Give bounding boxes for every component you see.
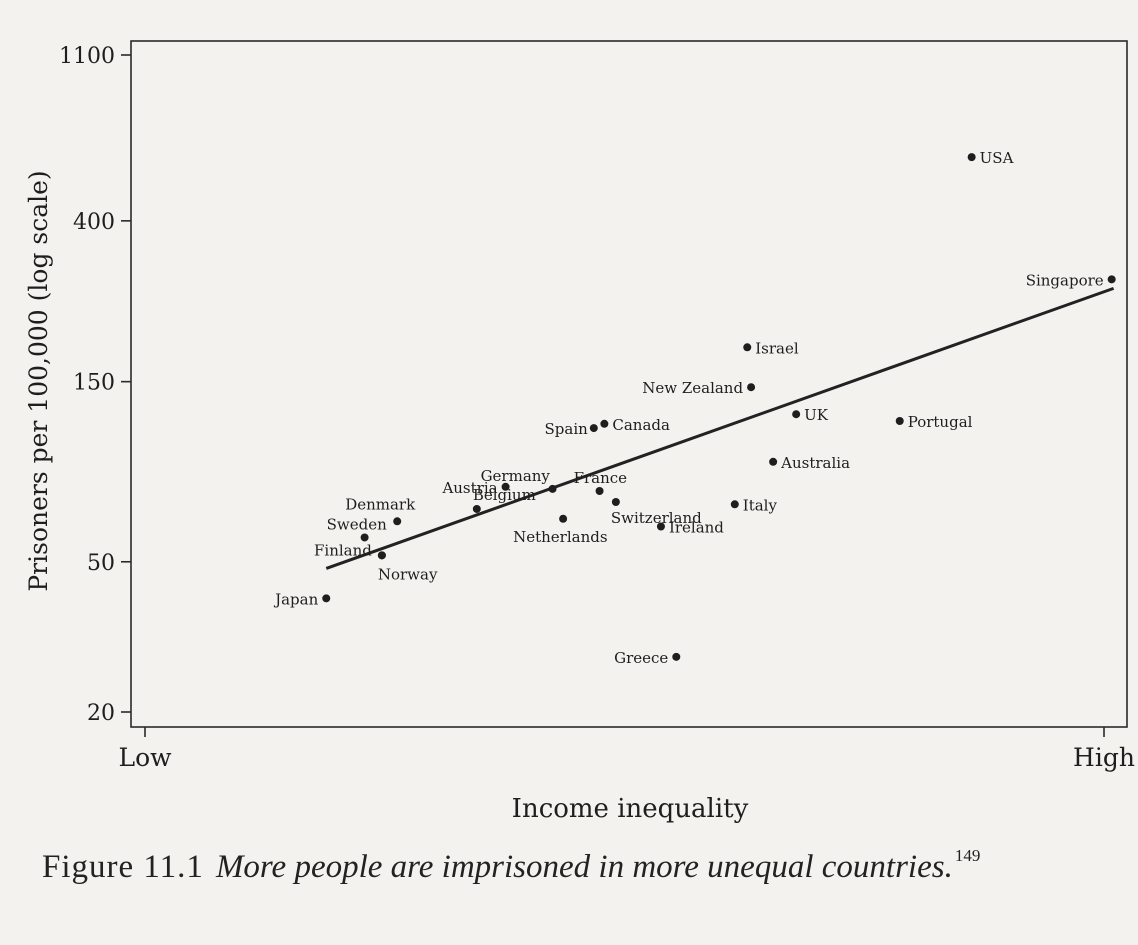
data-point-japan	[322, 594, 331, 603]
trendline	[325, 286, 1115, 570]
point-label: Switzerland	[611, 509, 702, 527]
caption-figure-number: Figure 11.1	[42, 849, 204, 885]
y-tick-label: 1100	[59, 44, 115, 69]
y-tick-label: 20	[87, 701, 115, 726]
y-axis-title: Prisoners per 100,000 (log scale)	[24, 170, 53, 591]
data-point-belgium	[472, 504, 481, 513]
data-point-switzerland	[611, 497, 620, 506]
point-label: France	[574, 469, 628, 487]
data-points: JapanFinlandNorwaySwedenDenmarkBelgiumAu…	[273, 149, 1116, 667]
point-label: Germany	[481, 467, 551, 485]
point-label: Ireland	[669, 519, 724, 537]
point-label: Italy	[743, 496, 778, 514]
point-label: Sweden	[327, 515, 387, 533]
data-point-new-zealand	[747, 383, 756, 392]
caption-text: More people are imprisoned in more unequ…	[215, 849, 953, 885]
data-point-netherlands	[559, 514, 568, 523]
x-axis: Low High	[118, 727, 1135, 772]
point-label: Denmark	[345, 495, 416, 513]
data-point-germany	[548, 484, 557, 493]
point-label: New Zealand	[642, 379, 743, 397]
point-label: Belgium	[473, 486, 536, 504]
point-label: USA	[980, 149, 1014, 167]
y-tick-label: 400	[73, 210, 115, 235]
data-point-australia	[769, 457, 778, 466]
plot-frame	[130, 40, 1128, 728]
data-point-israel	[743, 343, 752, 352]
trendline-group	[325, 286, 1115, 570]
x-tick-label: Low	[118, 743, 172, 772]
y-axis: 20 50 150 400 1100	[59, 44, 131, 726]
data-point-spain	[589, 424, 598, 433]
point-label: Israel	[755, 339, 799, 357]
point-label: Japan	[273, 590, 319, 608]
point-label: Austria	[441, 479, 497, 497]
data-point-france	[595, 486, 604, 495]
data-point-austria	[501, 482, 510, 491]
data-point-norway	[377, 551, 386, 560]
data-point-ireland	[656, 522, 665, 531]
point-label: Greece	[614, 649, 668, 667]
y-tick-label: 50	[87, 551, 115, 576]
y-tick-label: 150	[73, 371, 115, 396]
data-point-uk	[792, 410, 801, 419]
data-point-denmark	[393, 517, 402, 526]
point-label: Singapore	[1026, 271, 1104, 289]
data-point-sweden	[360, 533, 369, 542]
data-point-italy	[730, 500, 739, 509]
point-label: Australia	[780, 454, 850, 472]
caption-superscript: 149	[954, 846, 981, 865]
point-label: Finland	[314, 541, 372, 559]
point-label: Portugal	[908, 413, 973, 431]
data-point-portugal	[895, 416, 904, 425]
point-label: Netherlands	[513, 528, 607, 546]
x-axis-title: Income inequality	[512, 794, 749, 824]
figure-caption: Figure 11.1 More people are imprisoned in…	[42, 846, 980, 886]
data-point-greece	[672, 652, 681, 661]
data-point-canada	[600, 419, 609, 428]
data-point-usa	[967, 153, 976, 162]
x-tick-label: High	[1073, 743, 1135, 772]
data-point-singapore	[1107, 275, 1116, 284]
point-label: Norway	[378, 565, 438, 583]
point-label: UK	[804, 406, 829, 424]
point-label: Spain	[545, 420, 589, 438]
point-label: Canada	[612, 416, 670, 434]
